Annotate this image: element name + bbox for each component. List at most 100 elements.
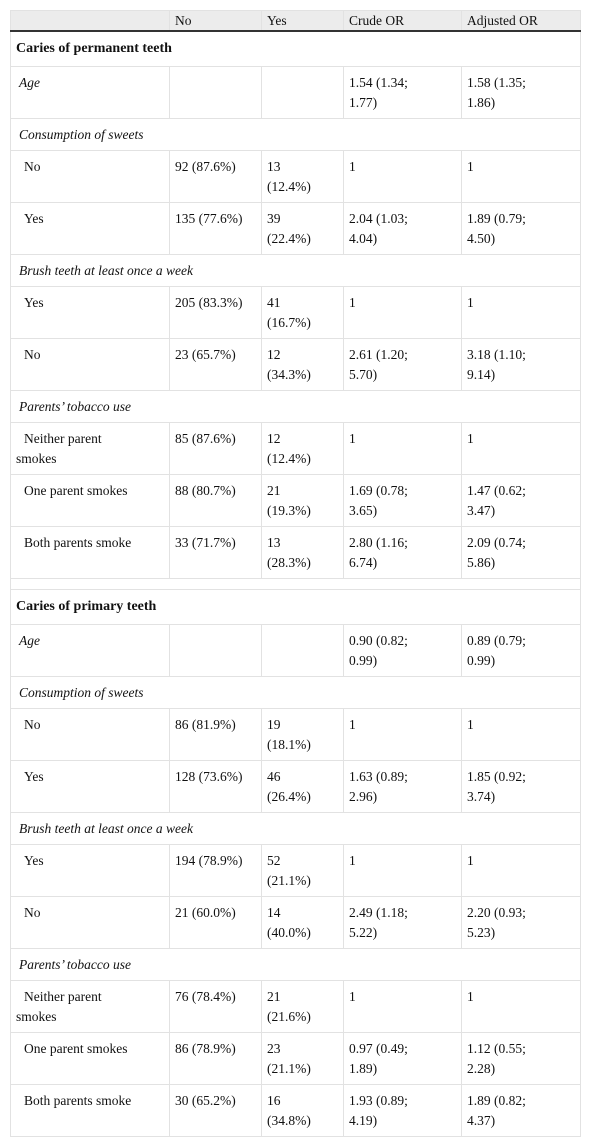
cell: 1.63 (0.89; 2.96)	[343, 760, 462, 813]
level-label: No	[10, 338, 170, 391]
section-title: Caries of primary teeth	[10, 589, 581, 625]
cell: 92 (87.6%)	[169, 150, 262, 203]
cell: 1.93 (0.89; 4.19)	[343, 1084, 462, 1137]
level-row: Both parents smoke 30 (65.2%) 16 (34.8%) 1.…	[10, 1084, 581, 1137]
cell: 1	[343, 286, 462, 339]
group-row: Consumption of sweets	[10, 676, 581, 709]
group-label: Consumption of sweets	[10, 118, 581, 151]
cell: 3.18 (1.10; 9.14)	[461, 338, 581, 391]
group-label: Consumption of sweets	[10, 676, 581, 709]
cell: 23 (65.7%)	[169, 338, 262, 391]
cell: 1.58 (1.35; 1.86)	[461, 66, 581, 119]
cell: 2.80 (1.16; 6.74)	[343, 526, 462, 579]
group-row: Brush teeth at least once a week	[10, 254, 581, 287]
group-row: Parents’ tobacco use	[10, 390, 581, 423]
cell: 86 (78.9%)	[169, 1032, 262, 1085]
group-row: Age 0.90 (0.82; 0.99) 0.89 (0.79; 0.99)	[10, 624, 581, 677]
level-label: One parent smokes	[10, 474, 170, 527]
level-row: Both parents smoke 33 (71.7%) 13 (28.3%) 2.…	[10, 526, 581, 579]
cell: 1.47 (0.62; 3.47)	[461, 474, 581, 527]
group-label: Age	[10, 66, 170, 119]
section-row: Caries of permanent teeth	[10, 30, 581, 67]
group-label: Brush teeth at least once a week	[10, 254, 581, 287]
cell: 39 (22.4%)	[261, 202, 344, 255]
cell: 21 (19.3%)	[261, 474, 344, 527]
level-row: One parent smokes 88 (80.7%) 21 (19.3%) 1.6…	[10, 474, 581, 527]
level-row: Yes 205 (83.3%) 41 (16.7%) 1 1	[10, 286, 581, 339]
cell: 86 (81.9%)	[169, 708, 262, 761]
level-label: Yes	[10, 760, 170, 813]
cell: 14 (40.0%)	[261, 896, 344, 949]
level-label: One parent smokes	[10, 1032, 170, 1085]
cell: 16 (34.8%)	[261, 1084, 344, 1137]
cell: 23 (21.1%)	[261, 1032, 344, 1085]
cell: 1.89 (0.79; 4.50)	[461, 202, 581, 255]
cell: 205 (83.3%)	[169, 286, 262, 339]
cell: 1.54 (1.34; 1.77)	[343, 66, 462, 119]
cell	[261, 66, 344, 119]
cell: 128 (73.6%)	[169, 760, 262, 813]
level-label: Neither parent smokes	[10, 422, 170, 475]
level-label: No	[10, 896, 170, 949]
level-row: One parent smokes 86 (78.9%) 23 (21.1%) 0.9…	[10, 1032, 581, 1085]
level-label: Yes	[10, 202, 170, 255]
header-cell: No	[169, 10, 262, 32]
level-row: Neither parent smokes 85 (87.6%) 12 (12.4%…	[10, 422, 581, 475]
cell: 1	[461, 422, 581, 475]
cell: 1	[343, 708, 462, 761]
cell: 19 (18.1%)	[261, 708, 344, 761]
cell: 2.20 (0.93; 5.23)	[461, 896, 581, 949]
group-label: Parents’ tobacco use	[10, 948, 581, 981]
section-title: Caries of permanent teeth	[10, 30, 581, 67]
data-table: No Yes Crude OR Adjusted OR Caries of perma…	[10, 10, 581, 1137]
group-row: Brush teeth at least once a week	[10, 812, 581, 845]
cell	[169, 624, 262, 677]
cell: 1.85 (0.92; 3.74)	[461, 760, 581, 813]
level-row: No 23 (65.7%) 12 (34.3%) 2.61 (1.20; 5.70) 3…	[10, 338, 581, 391]
level-row: Yes 128 (73.6%) 46 (26.4%) 1.63 (0.89; 2.96…	[10, 760, 581, 813]
cell: 1	[343, 844, 462, 897]
header-cell: Crude OR	[343, 10, 462, 32]
level-row: Yes 135 (77.6%) 39 (22.4%) 2.04 (1.03; 4.04…	[10, 202, 581, 255]
cell: 12 (12.4%)	[261, 422, 344, 475]
header-row: No Yes Crude OR Adjusted OR	[10, 10, 581, 32]
cell: 13 (12.4%)	[261, 150, 344, 203]
cell: 135 (77.6%)	[169, 202, 262, 255]
section-row: Caries of primary teeth	[10, 589, 581, 625]
level-row: Yes 194 (78.9%) 52 (21.1%) 1 1	[10, 844, 581, 897]
cell: 46 (26.4%)	[261, 760, 344, 813]
cell: 2.61 (1.20; 5.70)	[343, 338, 462, 391]
group-row: Age 1.54 (1.34; 1.77) 1.58 (1.35; 1.86)	[10, 66, 581, 119]
group-label: Brush teeth at least once a week	[10, 812, 581, 845]
cell: 1	[461, 286, 581, 339]
spacer-row	[10, 578, 581, 590]
level-label: No	[10, 708, 170, 761]
cell: 0.97 (0.49; 1.89)	[343, 1032, 462, 1085]
cell: 1	[343, 422, 462, 475]
group-label: Age	[10, 624, 170, 677]
cell: 1	[343, 150, 462, 203]
group-row: Parents’ tobacco use	[10, 948, 581, 981]
cell	[261, 624, 344, 677]
level-label: Yes	[10, 286, 170, 339]
level-label: No	[10, 150, 170, 203]
cell: 76 (78.4%)	[169, 980, 262, 1033]
cell: 1.69 (0.78; 3.65)	[343, 474, 462, 527]
level-row: No 21 (60.0%) 14 (40.0%) 2.49 (1.18; 5.22) 2…	[10, 896, 581, 949]
cell: 52 (21.1%)	[261, 844, 344, 897]
group-label: Parents’ tobacco use	[10, 390, 581, 423]
cell: 12 (34.3%)	[261, 338, 344, 391]
level-row: No 86 (81.9%) 19 (18.1%) 1 1	[10, 708, 581, 761]
cell	[169, 66, 262, 119]
level-row: Neither parent smokes 76 (78.4%) 21 (21.6%…	[10, 980, 581, 1033]
cell: 30 (65.2%)	[169, 1084, 262, 1137]
cell: 41 (16.7%)	[261, 286, 344, 339]
cell: 1	[461, 708, 581, 761]
level-label: Both parents smoke	[10, 526, 170, 579]
cell: 13 (28.3%)	[261, 526, 344, 579]
cell: 1.89 (0.82; 4.37)	[461, 1084, 581, 1137]
cell: 2.09 (0.74; 5.86)	[461, 526, 581, 579]
cell: 21 (21.6%)	[261, 980, 344, 1033]
cell: 1	[461, 150, 581, 203]
